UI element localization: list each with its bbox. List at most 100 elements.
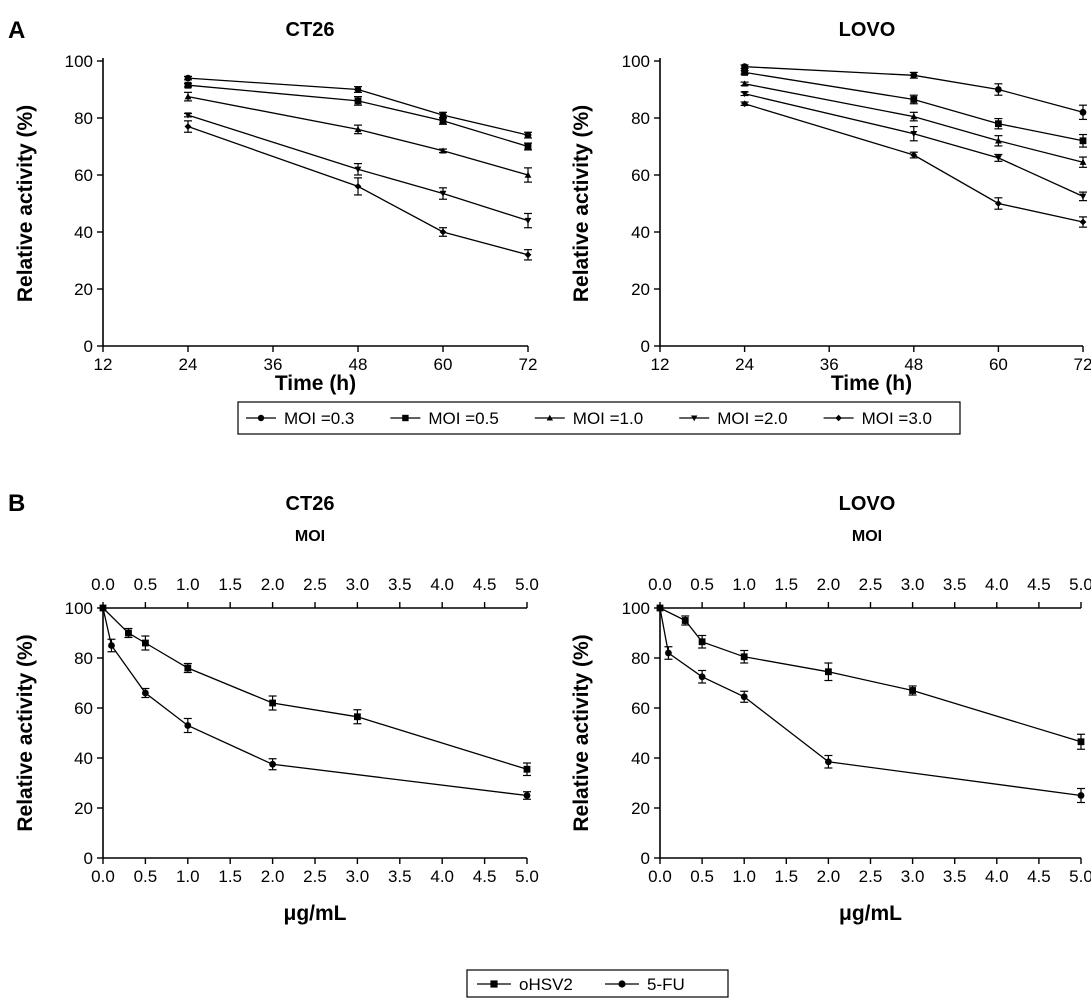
x-tick-label: 4.5	[1027, 867, 1051, 886]
data-point	[740, 693, 748, 701]
y-tick-label: 20	[631, 799, 650, 818]
legend-item: MOI =2.0	[679, 409, 788, 428]
top-x-tick-label: 1.5	[218, 575, 242, 594]
top-x-tick-label: 2.0	[817, 575, 841, 594]
y-tick-label: 80	[74, 649, 93, 668]
data-point	[184, 664, 192, 672]
data-point	[184, 112, 192, 119]
y-tick-label: 100	[65, 52, 93, 71]
series-2	[184, 91, 532, 183]
x-tick-label: 1.5	[774, 867, 798, 886]
x-tick-label: 60	[989, 355, 1008, 374]
series-line	[744, 71, 1084, 142]
top-axis-label: MOI	[295, 528, 325, 545]
series-3	[184, 112, 532, 229]
y-tick-label: 0	[641, 337, 650, 356]
legend-item: MOI =0.3	[246, 409, 354, 428]
x-tick-label: 12	[94, 355, 113, 374]
series-line	[102, 607, 528, 797]
chart-3: LOVO MOI 0 20 40 60 80 100 0.0 0.0 0.5 0.5 1.0 1.0 1.5…	[570, 493, 1091, 925]
legend-marker	[402, 414, 409, 422]
top-x-tick-label: 5.0	[1069, 575, 1091, 594]
data-point	[910, 130, 918, 138]
x-tick-label: 36	[264, 355, 283, 374]
data-point	[740, 653, 748, 661]
series-line	[744, 93, 1084, 197]
y-axis-label: Relative activity (%)	[14, 105, 37, 302]
x-tick-label: 2.0	[817, 867, 841, 886]
legend-label: MOI =0.3	[284, 409, 354, 428]
series-2	[740, 80, 1087, 168]
data-point	[698, 673, 706, 681]
top-x-tick-label: 0.0	[648, 575, 672, 594]
data-point	[995, 155, 1002, 162]
data-point	[995, 86, 1002, 93]
legend-item: MOI =1.0	[534, 409, 643, 428]
data-point	[524, 171, 532, 178]
series-4	[184, 120, 532, 261]
data-point	[524, 131, 532, 139]
data-point	[184, 81, 192, 89]
y-axis-label: Relative activity (%)	[14, 634, 37, 831]
series-line	[102, 607, 528, 770]
x-tick-label: 0.5	[690, 867, 714, 886]
data-point	[995, 200, 1002, 207]
top-x-tick-label: 1.0	[732, 575, 756, 594]
x-tick-label: 36	[820, 355, 839, 374]
data-point	[354, 183, 362, 190]
y-tick-label: 60	[631, 699, 650, 718]
data-point	[184, 74, 192, 82]
legend-item: MOI =0.5	[390, 409, 499, 428]
data-point	[269, 699, 276, 707]
x-axis-label: Time (h)	[831, 372, 912, 395]
x-tick-label: 48	[904, 355, 923, 374]
y-tick-label: 100	[622, 599, 650, 618]
y-tick-label: 100	[622, 52, 650, 71]
top-x-tick-label: 1.5	[774, 575, 798, 594]
chart-title: LOVO	[839, 493, 896, 515]
y-tick-label: 80	[74, 109, 93, 128]
data-point	[523, 765, 531, 773]
legend-treatment: oHSV2 5-FU	[466, 969, 729, 998]
data-point	[142, 689, 149, 697]
y-axis-label: Relative activity (%)	[570, 105, 593, 302]
x-axis-label: μg/mL	[839, 902, 902, 925]
data-point	[1079, 137, 1087, 145]
top-x-tick-label: 1.0	[176, 575, 200, 594]
y-tick-label: 100	[65, 599, 93, 618]
data-point	[741, 91, 748, 98]
data-point	[1079, 158, 1087, 165]
x-tick-label: 60	[434, 355, 453, 374]
x-tick-label: 1.0	[732, 867, 756, 886]
x-tick-label: 4.0	[430, 867, 454, 886]
legend-label: MOI =1.0	[573, 409, 643, 428]
data-point	[1079, 108, 1087, 116]
x-tick-label: 3.5	[388, 867, 412, 886]
data-point	[995, 137, 1002, 144]
top-x-tick-label: 3.5	[388, 575, 412, 594]
y-tick-label: 40	[631, 749, 650, 768]
y-tick-label: 0	[84, 337, 93, 356]
data-point	[184, 123, 192, 130]
series-0	[740, 63, 1087, 121]
legend-marker	[835, 414, 842, 422]
data-point	[909, 687, 916, 694]
data-point	[741, 100, 748, 108]
data-point	[184, 93, 192, 100]
top-x-tick-label: 5.0	[515, 575, 539, 594]
data-point	[910, 113, 918, 120]
series-1	[184, 81, 532, 151]
chart-1: LOVO 0 20 40 60 80 100 12 24 36 48 60 72 Time (h) Rela…	[570, 19, 1091, 395]
series-line	[744, 83, 1084, 163]
series-line	[187, 114, 529, 222]
x-tick-label: 4.0	[985, 867, 1009, 886]
data-point	[108, 642, 115, 649]
data-point	[995, 120, 1002, 128]
y-tick-label: 0	[84, 849, 93, 868]
x-tick-label: 2.5	[303, 867, 327, 886]
panel-label-b: B	[8, 490, 25, 517]
top-x-tick-label: 3.0	[901, 575, 925, 594]
x-tick-label: 3.0	[901, 867, 925, 886]
legend-label: 5-FU	[647, 975, 685, 994]
